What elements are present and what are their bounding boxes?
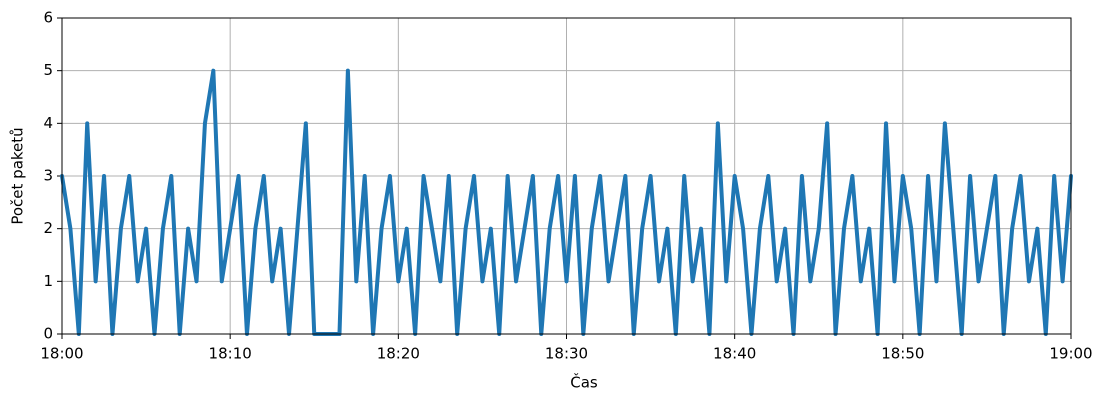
data-line [60, 68, 1073, 336]
y-tick-label: 2 [43, 219, 53, 237]
y-tick-label: 5 [43, 61, 53, 79]
x-tick-label: 18:00 [40, 345, 83, 363]
plot-frame [61, 17, 1072, 335]
x-tick-label: 18:40 [713, 345, 756, 363]
x-tick-label: 18:30 [545, 345, 588, 363]
y-tick-label: 3 [43, 167, 53, 185]
y-tick-label: 4 [43, 114, 53, 132]
x-tick-label: 18:50 [881, 345, 924, 363]
y-tick-label: 1 [43, 272, 53, 290]
x-tick-label: 18:20 [377, 345, 420, 363]
x-axis-label: Čas [570, 373, 598, 392]
x-tick-label: 19:00 [1049, 345, 1092, 363]
y-tick-label: 6 [43, 9, 53, 27]
y-axis-label: Počet paketů [9, 127, 27, 224]
x-tick-label: 18:10 [209, 345, 252, 363]
y-tick-label: 0 [43, 325, 53, 343]
